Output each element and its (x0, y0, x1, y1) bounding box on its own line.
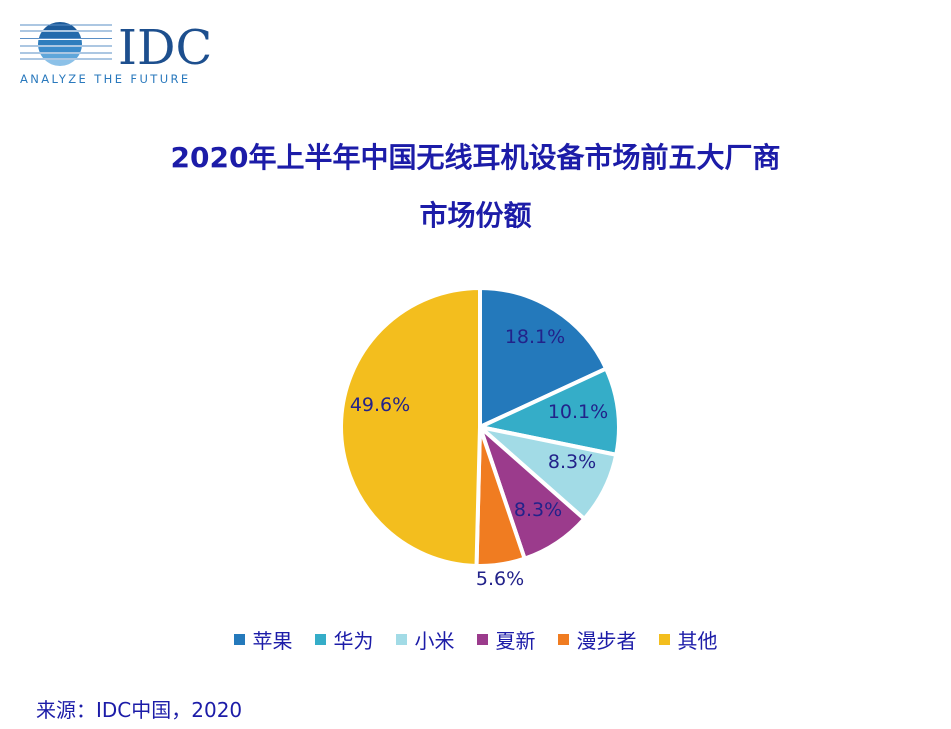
legend: 苹果 华为 小米 夏新 漫步者 其他 (0, 625, 951, 654)
legend-item: 夏新 (476, 625, 536, 654)
legend-label: 小米 (414, 629, 455, 653)
legend-swatch (395, 634, 407, 645)
legend-swatch (658, 634, 670, 645)
data-label: 5.6% (476, 568, 524, 590)
legend-swatch (557, 634, 569, 645)
legend-item: 其他 (658, 625, 718, 654)
pie-slice-0 (478, 285, 609, 431)
legend-item: 苹果 (233, 625, 293, 654)
chart-title-line2: 市场份额 (419, 199, 532, 232)
svg-text:IDC: IDC (118, 20, 212, 76)
chart-title: 2020年上半年中国无线耳机设备市场前五大厂商 (170, 141, 781, 174)
legend-label: 漫步者 (576, 629, 637, 653)
pie-slice-5 (339, 285, 482, 569)
legend-label: 华为 (333, 629, 374, 653)
legend-label: 苹果 (252, 629, 293, 653)
data-label: 49.6% (350, 394, 410, 416)
legend-label: 夏新 (495, 629, 536, 653)
svg-text:ANALYZE THE FUTURE: ANALYZE THE FUTURE (20, 72, 191, 86)
data-label: 18.1% (505, 326, 565, 348)
idc-logo: IDC ANALYZE THE FUTURE (20, 20, 212, 86)
legend-swatch (314, 634, 326, 645)
legend-swatch (476, 634, 488, 645)
source-note: 来源：IDC中国，2020 (36, 698, 243, 722)
legend-label: 其他 (677, 629, 718, 653)
legend-item: 漫步者 (557, 625, 637, 654)
data-label: 8.3% (548, 451, 596, 473)
data-label: 8.3% (514, 499, 562, 521)
legend-item: 小米 (395, 625, 455, 654)
data-label: 10.1% (548, 401, 608, 423)
legend-swatch (233, 634, 245, 645)
legend-item: 华为 (314, 625, 374, 654)
